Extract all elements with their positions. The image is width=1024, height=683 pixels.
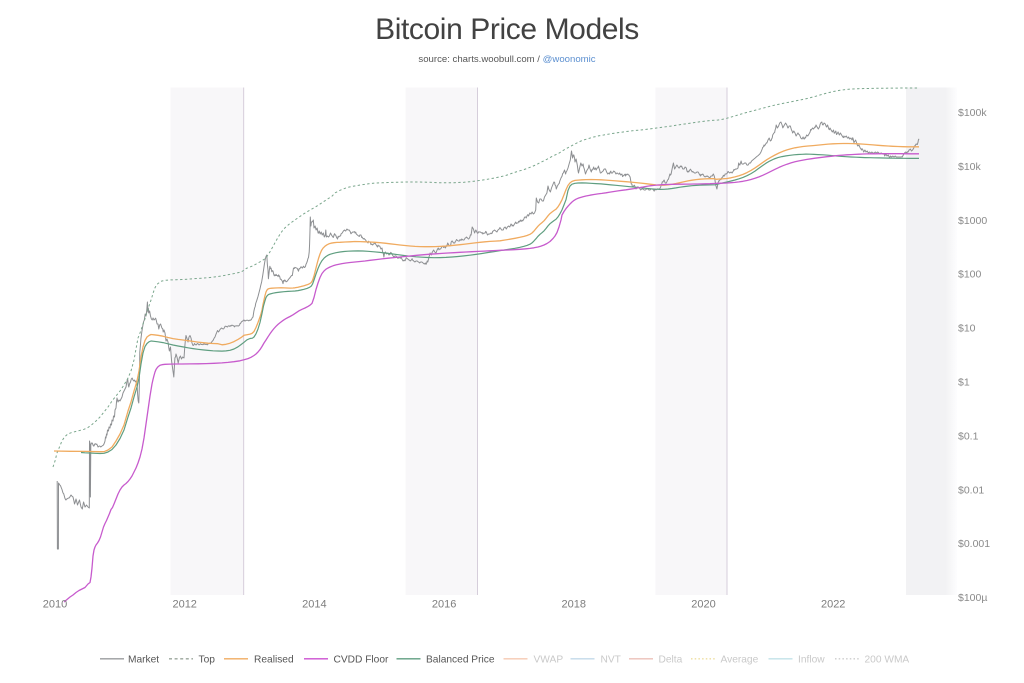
svg-text:$1: $1 xyxy=(958,377,970,389)
svg-text:Average: Average xyxy=(721,655,759,666)
svg-text:2018: 2018 xyxy=(562,599,586,611)
svg-text:2016: 2016 xyxy=(432,599,456,611)
svg-text:Realised: Realised xyxy=(254,655,294,666)
svg-text:Top: Top xyxy=(199,655,216,666)
svg-text:$0.001: $0.001 xyxy=(958,538,990,550)
svg-text:Inflow: Inflow xyxy=(798,655,825,666)
svg-text:Market: Market xyxy=(128,655,159,666)
svg-text:NVT: NVT xyxy=(601,655,621,666)
svg-text:2012: 2012 xyxy=(172,599,196,611)
svg-text:$10k: $10k xyxy=(958,161,982,173)
svg-text:$1000: $1000 xyxy=(958,215,987,227)
svg-text:$100: $100 xyxy=(958,269,982,281)
svg-text:$0.01: $0.01 xyxy=(958,484,984,496)
svg-text:2022: 2022 xyxy=(821,599,845,611)
svg-text:$0.1: $0.1 xyxy=(958,430,979,442)
svg-text:2020: 2020 xyxy=(691,599,715,611)
svg-text:Balanced Price: Balanced Price xyxy=(426,655,495,666)
svg-text:Delta: Delta xyxy=(659,655,683,666)
svg-text:2010: 2010 xyxy=(43,599,67,611)
svg-text:$100µ: $100µ xyxy=(958,592,987,604)
svg-text:CVDD Floor: CVDD Floor xyxy=(334,655,390,666)
svg-text:VWAP: VWAP xyxy=(534,655,564,666)
svg-text:$100k: $100k xyxy=(958,107,987,119)
svg-text:200 WMA: 200 WMA xyxy=(865,655,910,666)
svg-text:$10: $10 xyxy=(958,323,976,335)
svg-text:2014: 2014 xyxy=(302,599,326,611)
